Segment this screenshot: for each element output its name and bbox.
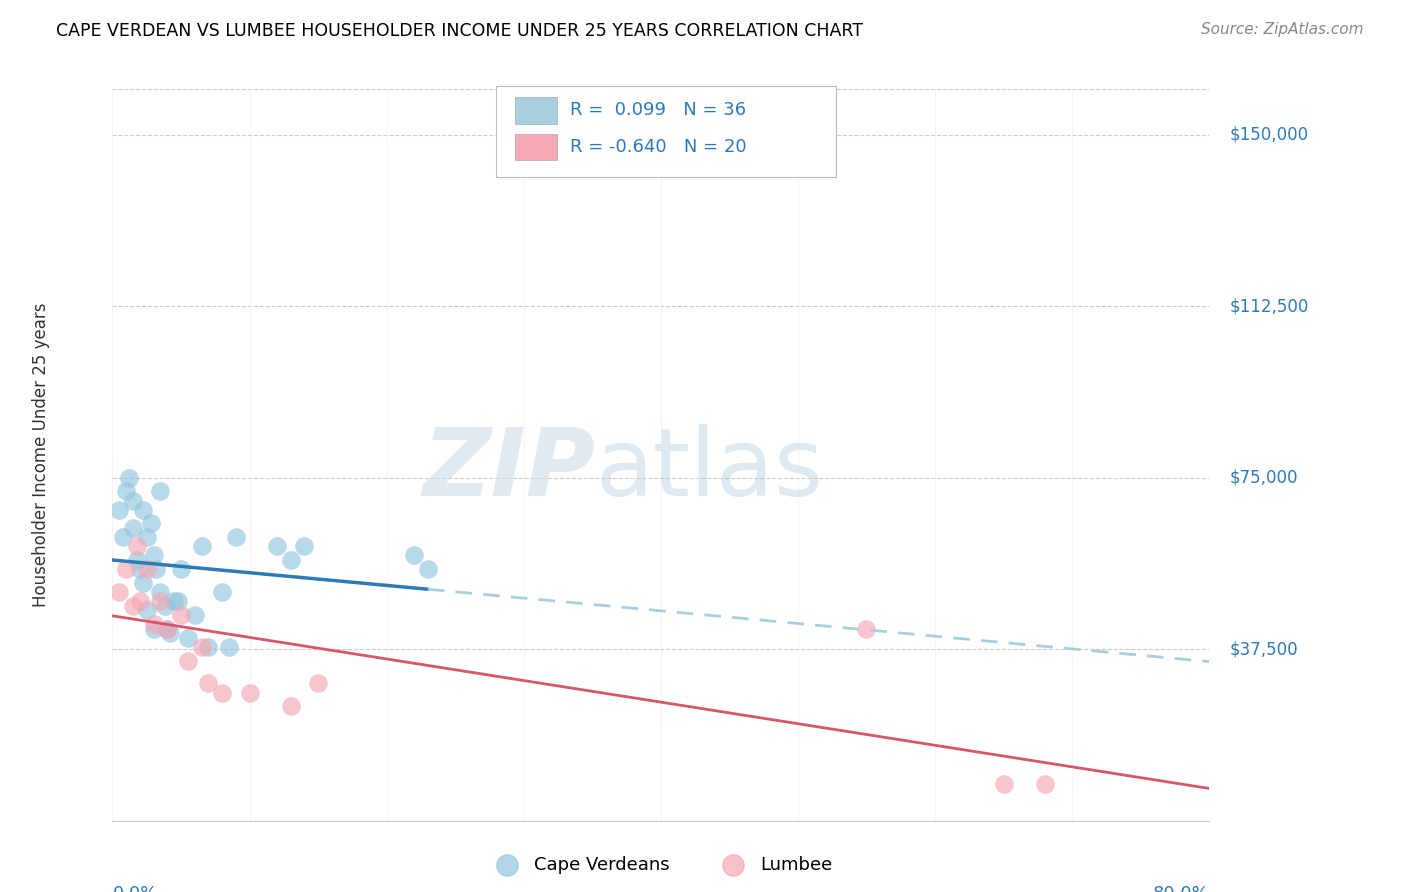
FancyBboxPatch shape (496, 86, 837, 177)
Point (112, 530, 135, 544)
Point (156, 622, 179, 636)
Point (159, 626, 181, 640)
Point (170, 607, 193, 622)
Point (145, 562, 167, 576)
Point (122, 521, 145, 535)
Point (1033, 777, 1056, 791)
Point (139, 516, 162, 531)
Point (153, 599, 176, 613)
Point (218, 640, 240, 654)
Point (190, 640, 212, 654)
Bar (515, 97, 557, 124)
Point (142, 622, 165, 636)
Text: $112,500: $112,500 (1230, 297, 1309, 316)
Point (122, 599, 145, 613)
Point (190, 539, 212, 553)
Point (127, 553, 149, 567)
Point (135, 530, 157, 544)
Point (131, 576, 153, 591)
Point (118, 471, 141, 485)
Point (197, 676, 219, 690)
Point (142, 617, 165, 632)
Point (225, 530, 247, 544)
Point (149, 594, 172, 608)
Point (156, 622, 179, 636)
Point (183, 607, 207, 622)
Text: $37,500: $37,500 (1230, 640, 1298, 658)
Text: R =  0.099   N = 36: R = 0.099 N = 36 (569, 102, 747, 120)
Point (163, 594, 186, 608)
Bar (515, 134, 557, 161)
Point (239, 685, 262, 699)
Point (280, 699, 302, 714)
Point (135, 562, 157, 576)
Point (211, 685, 233, 699)
Point (115, 562, 138, 576)
Point (266, 539, 288, 553)
Point (129, 562, 152, 576)
Text: Householder Income Under 25 years: Householder Income Under 25 years (32, 302, 51, 607)
Point (211, 585, 233, 599)
Text: $75,000: $75,000 (1230, 469, 1298, 487)
Text: atlas: atlas (595, 424, 824, 516)
Point (280, 553, 302, 567)
Text: R = -0.640   N = 20: R = -0.640 N = 20 (569, 138, 747, 156)
Text: $150,000: $150,000 (1230, 126, 1309, 144)
Point (115, 484, 138, 499)
Point (142, 549, 165, 563)
Point (294, 539, 316, 553)
Text: CAPE VERDEAN VS LUMBEE HOUSEHOLDER INCOME UNDER 25 YEARS CORRELATION CHART: CAPE VERDEAN VS LUMBEE HOUSEHOLDER INCOM… (56, 22, 863, 40)
Point (416, 562, 439, 576)
Point (108, 585, 131, 599)
Point (197, 640, 219, 654)
Point (177, 631, 200, 645)
Point (167, 594, 190, 608)
Point (307, 676, 329, 690)
Point (149, 585, 172, 599)
Point (855, 622, 877, 636)
Point (177, 654, 200, 668)
Point (149, 484, 172, 499)
Point (127, 539, 149, 553)
Text: 0.0%: 0.0% (112, 885, 157, 892)
Point (108, 502, 131, 516)
Point (129, 594, 152, 608)
Point (170, 562, 193, 576)
Legend: Cape Verdeans, Lumbee: Cape Verdeans, Lumbee (482, 848, 839, 881)
Point (135, 603, 157, 617)
Text: ZIP: ZIP (422, 424, 595, 516)
Point (404, 549, 426, 563)
Point (122, 493, 145, 508)
Text: Source: ZipAtlas.com: Source: ZipAtlas.com (1201, 22, 1364, 37)
Point (131, 502, 153, 516)
Point (993, 777, 1015, 791)
Text: 80.0%: 80.0% (1153, 885, 1209, 892)
